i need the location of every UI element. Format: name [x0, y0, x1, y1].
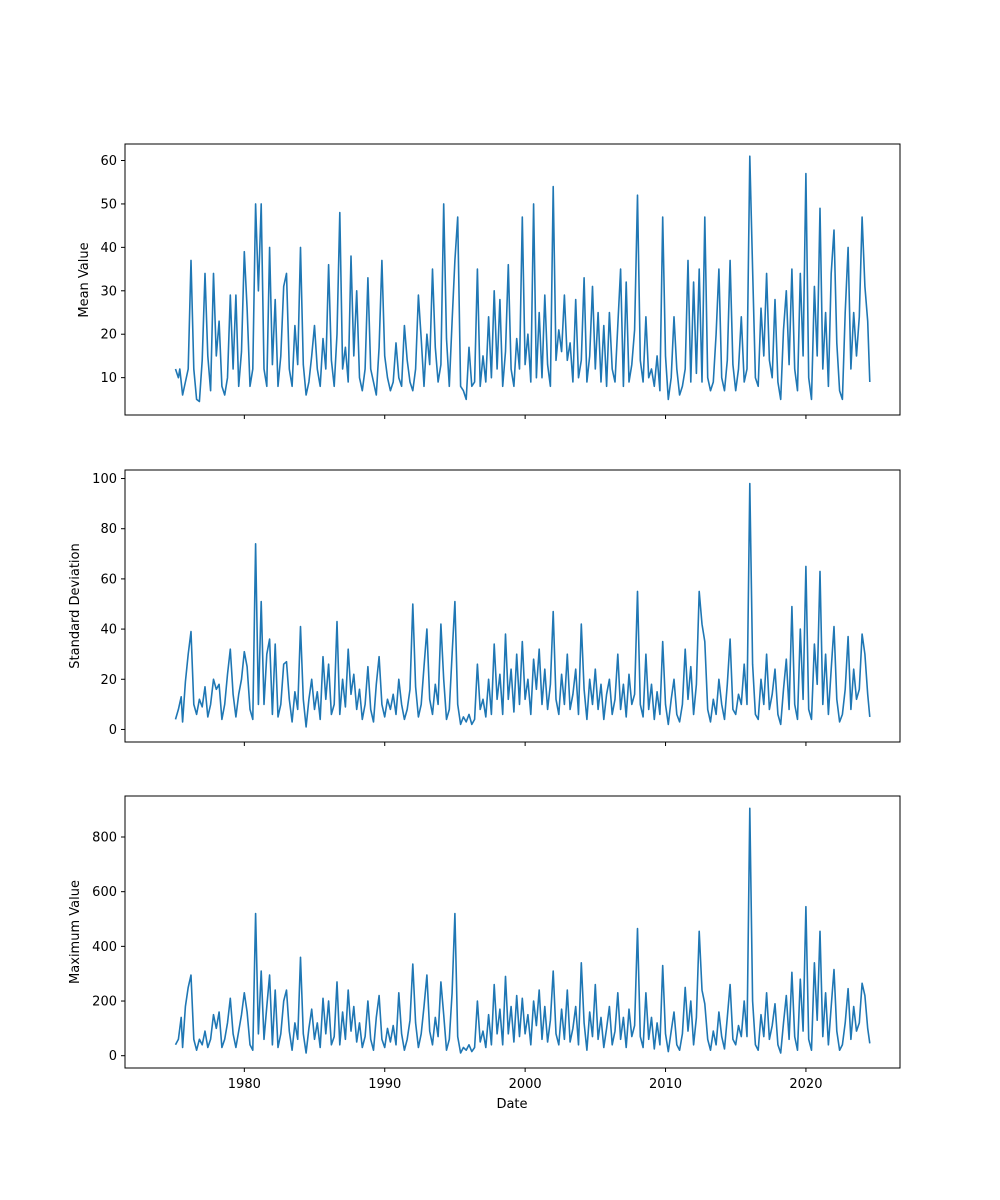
max-y-tick-label: 600	[92, 885, 117, 900]
max-series-line	[174, 807, 871, 1054]
std-series-line	[174, 482, 871, 728]
x-tick-label: 1990	[368, 1077, 401, 1092]
std-y-tick-label: 40	[100, 623, 117, 638]
std-y-tick-label: 60	[100, 572, 117, 587]
x-tick-label: 2020	[789, 1077, 822, 1092]
x-tick-label: 1980	[228, 1077, 261, 1092]
std-y-tick-label: 0	[109, 723, 117, 738]
max-axes-frame	[124, 795, 901, 1069]
std-y-tick-label: 100	[92, 472, 117, 487]
mean-axes-frame	[124, 143, 901, 416]
mean-plot-area	[174, 155, 871, 403]
std-plot-area	[174, 482, 871, 728]
mean-series-line	[174, 155, 871, 403]
subplot-mean: 10 20 30 40 50 60 Mean Value	[77, 143, 901, 419]
mean-y-tick-label: 30	[100, 284, 117, 299]
std-y-ticks: 0 20 40 60 80 100	[92, 472, 125, 738]
std-y-tick-label: 20	[100, 673, 117, 688]
subplot-max: 0 200 400 600 800 1980 1990 2000 2010 2020 Maxim…	[68, 795, 901, 1092]
max-y-ticks: 0 200 400 600 800	[92, 831, 125, 1064]
std-axes-frame	[124, 469, 901, 743]
subplot-std: 0 20 40 60 80 100 Standard Deviation	[68, 469, 901, 746]
mean-y-axis-label: Mean Value	[77, 242, 92, 317]
max-y-tick-label: 200	[92, 995, 117, 1010]
mean-y-tick-label: 20	[100, 328, 117, 343]
mean-y-tick-label: 60	[100, 154, 117, 169]
mean-y-tick-label: 50	[100, 197, 117, 212]
max-y-axis-label: Maximum Value	[68, 880, 83, 984]
max-y-tick-label: 400	[92, 940, 117, 955]
max-plot-area	[174, 807, 871, 1054]
max-y-tick-label: 800	[92, 831, 117, 846]
x-axis-label: Date	[496, 1097, 527, 1112]
max-x-ticks: 1980 1990 2000 2010 2020	[228, 1068, 822, 1092]
mean-y-ticks: 10 20 30 40 50 60	[100, 154, 125, 386]
max-y-tick-label: 0	[109, 1049, 117, 1064]
mean-y-tick-label: 40	[100, 241, 117, 256]
std-y-axis-label: Standard Deviation	[68, 543, 83, 668]
mean-y-tick-label: 10	[100, 371, 117, 386]
x-tick-label: 2000	[509, 1077, 542, 1092]
mean-x-ticks	[243, 415, 807, 419]
std-y-tick-label: 80	[100, 522, 117, 537]
std-x-ticks	[243, 742, 807, 746]
x-tick-label: 2010	[649, 1077, 682, 1092]
